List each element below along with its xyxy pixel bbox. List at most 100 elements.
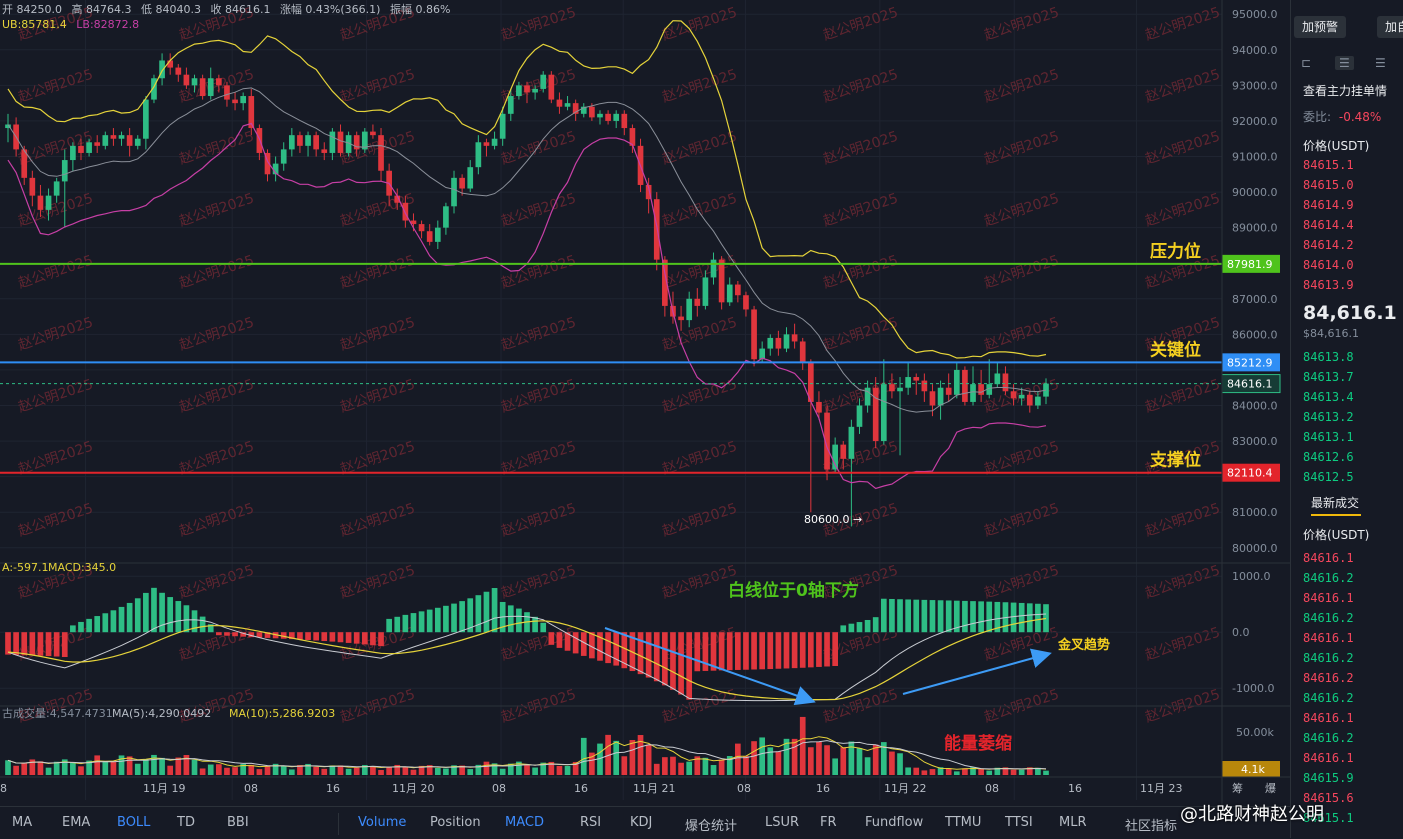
trade-price-row[interactable]: 84616.1	[1303, 591, 1354, 605]
candle-body	[864, 387, 871, 406]
candle-body	[143, 99, 149, 139]
chart-background	[0, 0, 1290, 838]
bid-price-row[interactable]: 84613.1	[1303, 430, 1354, 444]
trade-price-row[interactable]: 84616.2	[1303, 731, 1354, 745]
recent-trades-title[interactable]: 最新成交	[1311, 496, 1360, 510]
add-favorite-button[interactable]: 加自	[1377, 16, 1403, 38]
ask-price-row[interactable]: 84614.9	[1303, 198, 1354, 212]
ask-price-row[interactable]: 84615.1	[1303, 158, 1354, 172]
up-trend-arrow	[902, 648, 1052, 695]
volume-bar	[856, 748, 863, 775]
trade-price-row[interactable]: 84616.2	[1303, 571, 1354, 585]
volume-bar	[564, 765, 571, 775]
candle-body	[718, 259, 725, 303]
tab-main-4[interactable]: BBI	[227, 815, 249, 830]
macd-bar	[751, 632, 757, 670]
volume-bar	[994, 767, 1001, 775]
tab-sub-11[interactable]: MLR	[1059, 815, 1087, 830]
candle-body	[751, 309, 757, 360]
ask-price-row[interactable]: 84614.4	[1303, 218, 1354, 232]
tab-sub-5[interactable]: 爆仓统计	[685, 819, 738, 834]
add-alert-button[interactable]: 加预警	[1294, 16, 1347, 38]
bids-only-icon[interactable]: ☰	[1335, 56, 1354, 70]
volume-bar	[337, 765, 344, 775]
bid-price-row[interactable]: 84612.5	[1303, 470, 1354, 484]
tab-main-1[interactable]: EMA	[62, 815, 91, 830]
time-axis-label: 爆	[1265, 781, 1276, 795]
ask-price-row[interactable]: 84613.9	[1303, 278, 1354, 292]
tab-main-0[interactable]: MA	[12, 815, 33, 830]
volume-bars	[5, 716, 1049, 775]
macd-bar	[532, 616, 538, 633]
volume-bar	[288, 769, 295, 775]
tab-sub-4[interactable]: KDJ	[630, 815, 653, 830]
bid-price-row[interactable]: 84613.2	[1303, 410, 1354, 424]
bid-price-row[interactable]: 84613.8	[1303, 350, 1354, 364]
tab-main-3[interactable]: TD	[177, 815, 195, 830]
volume-bar	[921, 770, 928, 775]
macd-bar	[426, 609, 433, 633]
trade-price-row[interactable]: 84615.9	[1303, 771, 1354, 785]
trade-price-row[interactable]: 84616.2	[1303, 691, 1354, 705]
tab-main-2[interactable]: BOLL	[117, 815, 151, 830]
bid-price-row[interactable]: 84613.7	[1303, 370, 1354, 384]
volume-bar	[483, 761, 490, 775]
macd-bar	[605, 632, 611, 664]
candle-body	[264, 152, 271, 175]
macd-bar	[216, 632, 222, 636]
volume-bar	[313, 766, 319, 775]
candle-body	[726, 284, 733, 303]
volume-bar	[775, 751, 782, 775]
trades-price-header: 价格(USDT)	[1303, 528, 1370, 542]
trade-price-row[interactable]: 84616.2	[1303, 611, 1354, 625]
trade-price-row[interactable]: 84616.2	[1303, 671, 1354, 685]
macd-bar	[937, 600, 944, 633]
macd-axis-tick: 1000.0	[1232, 570, 1271, 583]
main-orders-link[interactable]: 查看主力挂单情	[1303, 84, 1388, 98]
macd-bar	[53, 632, 60, 657]
candle-body	[248, 96, 255, 129]
ask-price-row[interactable]: 84615.0	[1303, 178, 1354, 192]
time-axis-label: 16	[574, 782, 588, 795]
tab-sub-8[interactable]: Fundflow	[865, 815, 924, 830]
trade-price-row[interactable]: 84616.1	[1303, 751, 1354, 765]
trade-price-row[interactable]: 84616.1	[1303, 631, 1354, 645]
tab-sub-6[interactable]: LSUR	[765, 815, 800, 830]
tab-sub-7[interactable]: FR	[820, 815, 837, 830]
volume-bar	[718, 759, 725, 775]
trade-price-row[interactable]: 84616.1	[1303, 711, 1354, 725]
volume-bar	[434, 767, 441, 775]
macd-bar	[913, 599, 920, 633]
boll-lb-value: LB:82872.8	[76, 18, 140, 31]
boll-ub-value: UB:85781.4	[2, 18, 67, 31]
tab-sub-1[interactable]: Position	[430, 815, 481, 830]
candle-body	[889, 384, 895, 392]
tab-sub-9[interactable]: TTMU	[945, 815, 982, 830]
tab-sub-2[interactable]: MACD	[505, 815, 544, 830]
trade-price-row[interactable]: 84616.1	[1303, 551, 1354, 565]
both-sides-icon[interactable]: ⊏	[1301, 56, 1312, 70]
macd-bar	[410, 613, 417, 633]
volume-bar	[305, 763, 311, 775]
volume-bar	[702, 757, 709, 775]
tab-sub-0[interactable]: Volume	[358, 815, 407, 830]
bid-price-row[interactable]: 84613.4	[1303, 390, 1354, 404]
volume-bar	[78, 766, 84, 775]
volume-bar	[264, 766, 271, 775]
ask-price-row[interactable]: 84614.2	[1303, 238, 1354, 252]
tab-sub-10[interactable]: TTSI	[1005, 815, 1033, 830]
trade-price-row[interactable]: 84616.2	[1303, 651, 1354, 665]
bid-price-row[interactable]: 84612.6	[1303, 450, 1354, 464]
tab-sub-3[interactable]: RSI	[580, 815, 602, 830]
candle-body	[589, 106, 595, 118]
trade-price-row[interactable]: 84615.1	[1303, 811, 1354, 825]
asks-only-icon[interactable]: ☰	[1375, 56, 1386, 70]
ask-price-row[interactable]: 84614.0	[1303, 258, 1354, 272]
candle-body	[824, 412, 830, 470]
trade-price-row[interactable]: 84615.6	[1303, 791, 1354, 805]
macd-bar	[994, 601, 1001, 633]
orderbook-price-header: 价格(USDT)	[1303, 139, 1370, 153]
tab-sub-12[interactable]: 社区指标	[1125, 819, 1178, 834]
kline-chart[interactable]: 赵公明2025 赵公明2025 赵公明2025 赵公明2025 赵公明2025 赵公明20…	[0, 0, 1290, 838]
low-price-marker: 80600.0 →	[804, 513, 862, 526]
